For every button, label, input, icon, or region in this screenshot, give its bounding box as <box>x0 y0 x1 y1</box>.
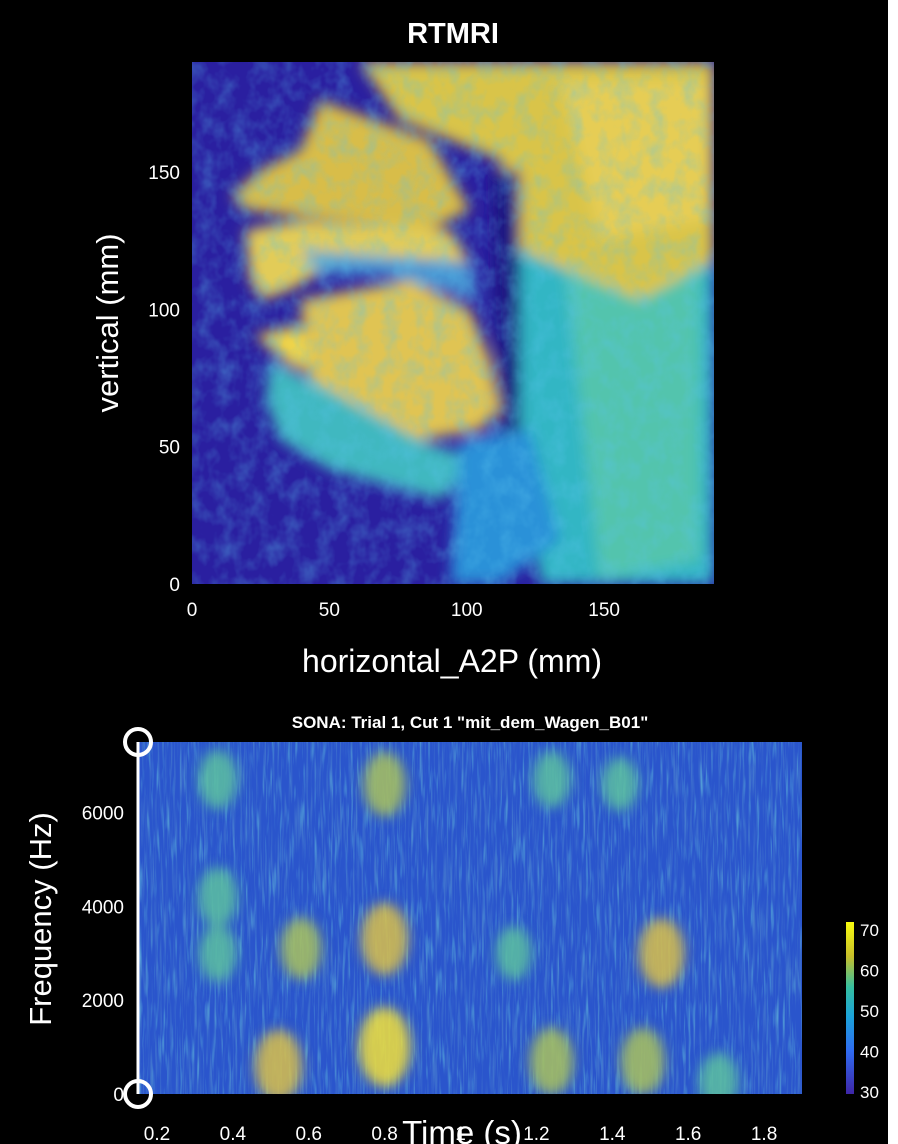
colorbar-tick-label: 60 <box>860 962 879 981</box>
sona-xtick-label: 1.8 <box>751 1124 777 1144</box>
sona-ytick-label: 6000 <box>82 803 124 824</box>
sona-xlabel: Time (s) <box>402 1114 522 1144</box>
cursor-handle-bottom[interactable] <box>123 1079 153 1109</box>
sona-ytick-label: 0 <box>113 1085 124 1106</box>
mri-ytick-label: 50 <box>159 438 180 459</box>
spectrogram-image <box>138 742 802 1094</box>
spectrogram-energy-blob <box>495 926 532 981</box>
sona-xtick-label: 1.2 <box>523 1124 549 1144</box>
sona-xtick-label: 0.2 <box>144 1124 170 1144</box>
spectrogram-energy-blob <box>198 749 238 810</box>
spectrogram-energy-blob <box>529 1027 574 1094</box>
spectrogram-energy-blob <box>620 1027 665 1094</box>
spectrogram-energy-blob <box>198 924 237 982</box>
mri-ytick-label: 0 <box>169 575 180 596</box>
spectrogram-energy-blob <box>638 918 685 988</box>
mri-xtick-label: 50 <box>319 600 340 621</box>
sona-xtick-label: 1.4 <box>599 1124 626 1144</box>
sona-xtick-label: 0.4 <box>220 1124 247 1144</box>
mri-title: RTMRI <box>407 18 499 50</box>
sona-yaxis: 0 2000 4000 6000 <box>82 803 124 1106</box>
sona-title: SONA: Trial 1, Cut 1 "mit_dem_Wagen_B01" <box>292 713 649 732</box>
spectrogram-energy-blob <box>363 752 406 817</box>
spectrogram-energy-blob <box>698 1052 739 1094</box>
spectrogram-energy-blob <box>601 757 638 812</box>
mri-ylabel: vertical (mm) <box>90 233 125 412</box>
sona-xtick-label: 1 <box>455 1124 466 1144</box>
spectrogram-energy-blob <box>198 867 238 927</box>
sona-xtick-label: 0.8 <box>371 1124 397 1144</box>
spectrogram-energy-blob <box>280 917 322 980</box>
spectrogram-energy-blob <box>361 903 409 976</box>
mri-ytick-label: 150 <box>148 163 180 184</box>
colorbar <box>846 922 854 1094</box>
spectrogram-energy-blob <box>532 751 571 808</box>
sona-ytick-label: 2000 <box>82 991 124 1012</box>
colorbar-tick-label: 30 <box>860 1083 879 1102</box>
sona-xaxis: 0.2 0.4 0.6 0.8 1 1.2 1.4 1.6 1.8 <box>144 1124 778 1144</box>
spectrogram-energy-blob <box>358 1007 411 1088</box>
mri-yaxis: 0 50 100 150 <box>148 163 180 596</box>
sona-ylabel: Frequency (Hz) <box>23 812 58 1026</box>
sona-xtick-label: 1.6 <box>675 1124 701 1144</box>
colorbar-ticks: 30 40 50 60 70 <box>860 921 879 1102</box>
colorbar-tick-label: 50 <box>860 1002 879 1021</box>
mri-xtick-label: 0 <box>187 600 198 621</box>
sona-xtick-label: 0.6 <box>296 1124 322 1144</box>
mri-xlabel: horizontal_A2P (mm) <box>302 643 602 679</box>
sona-ytick-label: 4000 <box>82 897 124 918</box>
colorbar-tick-label: 40 <box>860 1043 879 1062</box>
spectrogram-energy-blob <box>254 1029 302 1094</box>
mri-xtick-label: 100 <box>451 600 483 621</box>
mri-image <box>192 62 714 584</box>
colorbar-tick-label: 70 <box>860 921 879 940</box>
mri-ytick-label: 100 <box>148 300 180 321</box>
mri-xtick-label: 150 <box>588 600 620 621</box>
cursor-handle-top[interactable] <box>123 727 153 757</box>
mri-xaxis: 0 50 100 150 <box>187 600 620 621</box>
